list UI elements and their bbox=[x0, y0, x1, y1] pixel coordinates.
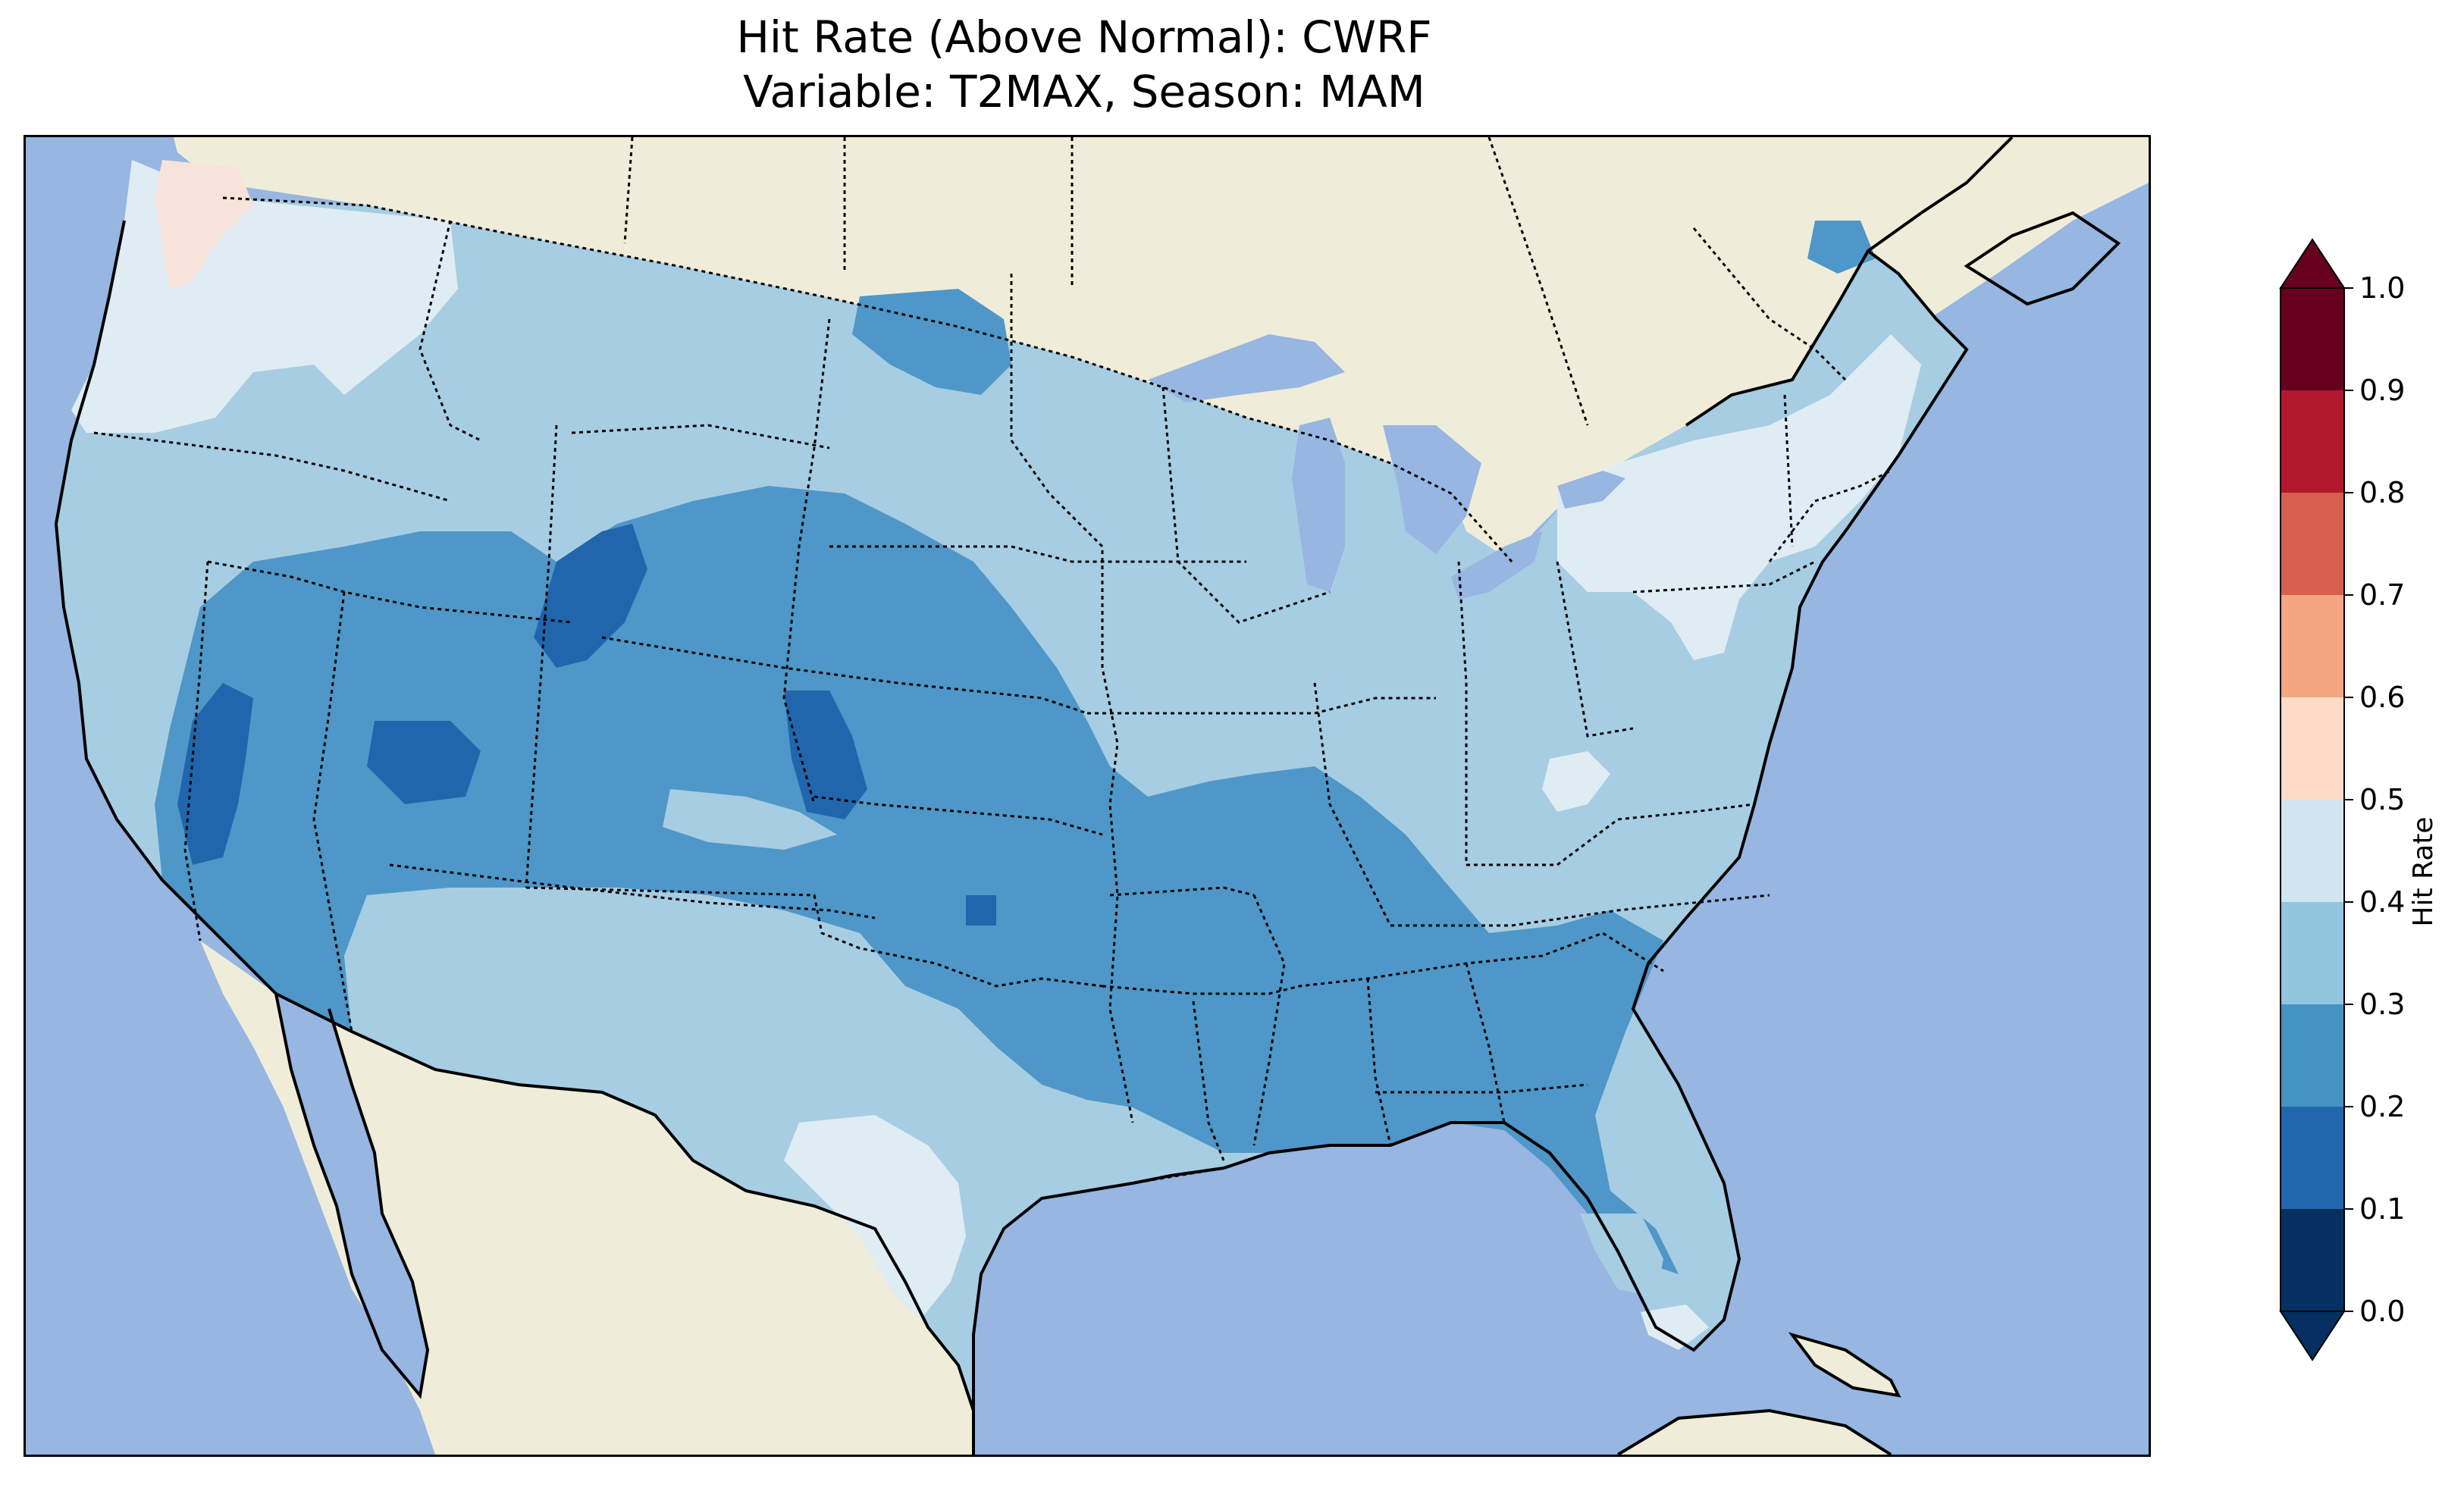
colorbar-swatch bbox=[2281, 390, 2344, 493]
colorbar-swatch bbox=[2281, 288, 2344, 390]
new-mexico-texas-light bbox=[344, 888, 1042, 1411]
colorbar-extend-high bbox=[2279, 238, 2346, 289]
central-florida-light bbox=[1580, 1214, 1663, 1297]
colorbar-tick-label: 0.9 bbox=[2359, 374, 2405, 407]
map-title: Hit Rate (Above Normal): CWRF bbox=[736, 11, 1432, 63]
colorbar-swatch bbox=[2281, 697, 2344, 800]
colorbar-tick-label: 0.4 bbox=[2359, 885, 2405, 919]
colorbar-tick-label: 0.0 bbox=[2359, 1295, 2405, 1328]
map-panel bbox=[24, 135, 2151, 1457]
lake-erie bbox=[1451, 531, 1542, 600]
gulf-of-california bbox=[276, 994, 428, 1395]
colorbar-swatch bbox=[2281, 1209, 2344, 1311]
colorbar-swatch bbox=[2281, 1107, 2344, 1209]
lake-superior bbox=[1148, 334, 1345, 402]
lake-michigan bbox=[1292, 418, 1345, 592]
canada-land bbox=[174, 137, 2149, 562]
colorbar-tick-label: 0.5 bbox=[2359, 783, 2405, 816]
north-dakota-region bbox=[852, 289, 1011, 395]
colorbar-tick-label: 0.8 bbox=[2359, 476, 2405, 509]
pnw-coast-high bbox=[155, 160, 253, 289]
colorado-plateau-light bbox=[663, 789, 837, 850]
south-florida-light bbox=[1641, 1305, 1709, 1350]
ok-spot bbox=[966, 895, 996, 926]
utah-dark bbox=[367, 721, 481, 804]
us-hit-rate-map bbox=[26, 137, 2149, 1455]
colorbar-swatch bbox=[2281, 595, 2344, 697]
colorbar-label: Hit Rate bbox=[2408, 816, 2439, 926]
cuba-island bbox=[1792, 1335, 1898, 1395]
appalachian-light bbox=[1542, 751, 1610, 812]
colorbar: 0.0 0.1 0.2 0.3 0.4 0.5 0.6 0.7 0.8 0.9 1.0 Hit Ra… bbox=[2279, 238, 2439, 1361]
kansas-dark bbox=[784, 691, 867, 819]
wyoming-high-skill bbox=[534, 524, 647, 668]
map-subtitle: Variable: T2MAX, Season: MAM bbox=[743, 66, 1425, 117]
colorbar-tick-label: 0.3 bbox=[2359, 988, 2405, 1021]
colorbar-swatch bbox=[2281, 493, 2344, 595]
lake-ontario bbox=[1557, 471, 1625, 509]
colorbar-swatch bbox=[2281, 902, 2344, 1004]
west-texas-region bbox=[784, 1115, 966, 1320]
colorbar-tick-label: 1.0 bbox=[2359, 271, 2405, 305]
colorbar-tick-label: 0.6 bbox=[2359, 681, 2405, 714]
maine-region bbox=[1807, 221, 1876, 274]
colorbar-swatch bbox=[2281, 1004, 2344, 1107]
colorbar-tick-label: 0.2 bbox=[2359, 1090, 2405, 1123]
southwest-region bbox=[155, 486, 1679, 1274]
colorbar-extend-low bbox=[2279, 1311, 2346, 1361]
northeast-region bbox=[1557, 334, 1921, 660]
state-borders bbox=[93, 137, 1892, 1192]
colorbar-swatch bbox=[2281, 800, 2344, 902]
colorbar-tick-label: 0.1 bbox=[2359, 1192, 2405, 1226]
nevada-dark bbox=[177, 683, 253, 865]
colorbar-tick-label: 0.7 bbox=[2359, 578, 2405, 612]
lake-huron bbox=[1383, 425, 1481, 554]
